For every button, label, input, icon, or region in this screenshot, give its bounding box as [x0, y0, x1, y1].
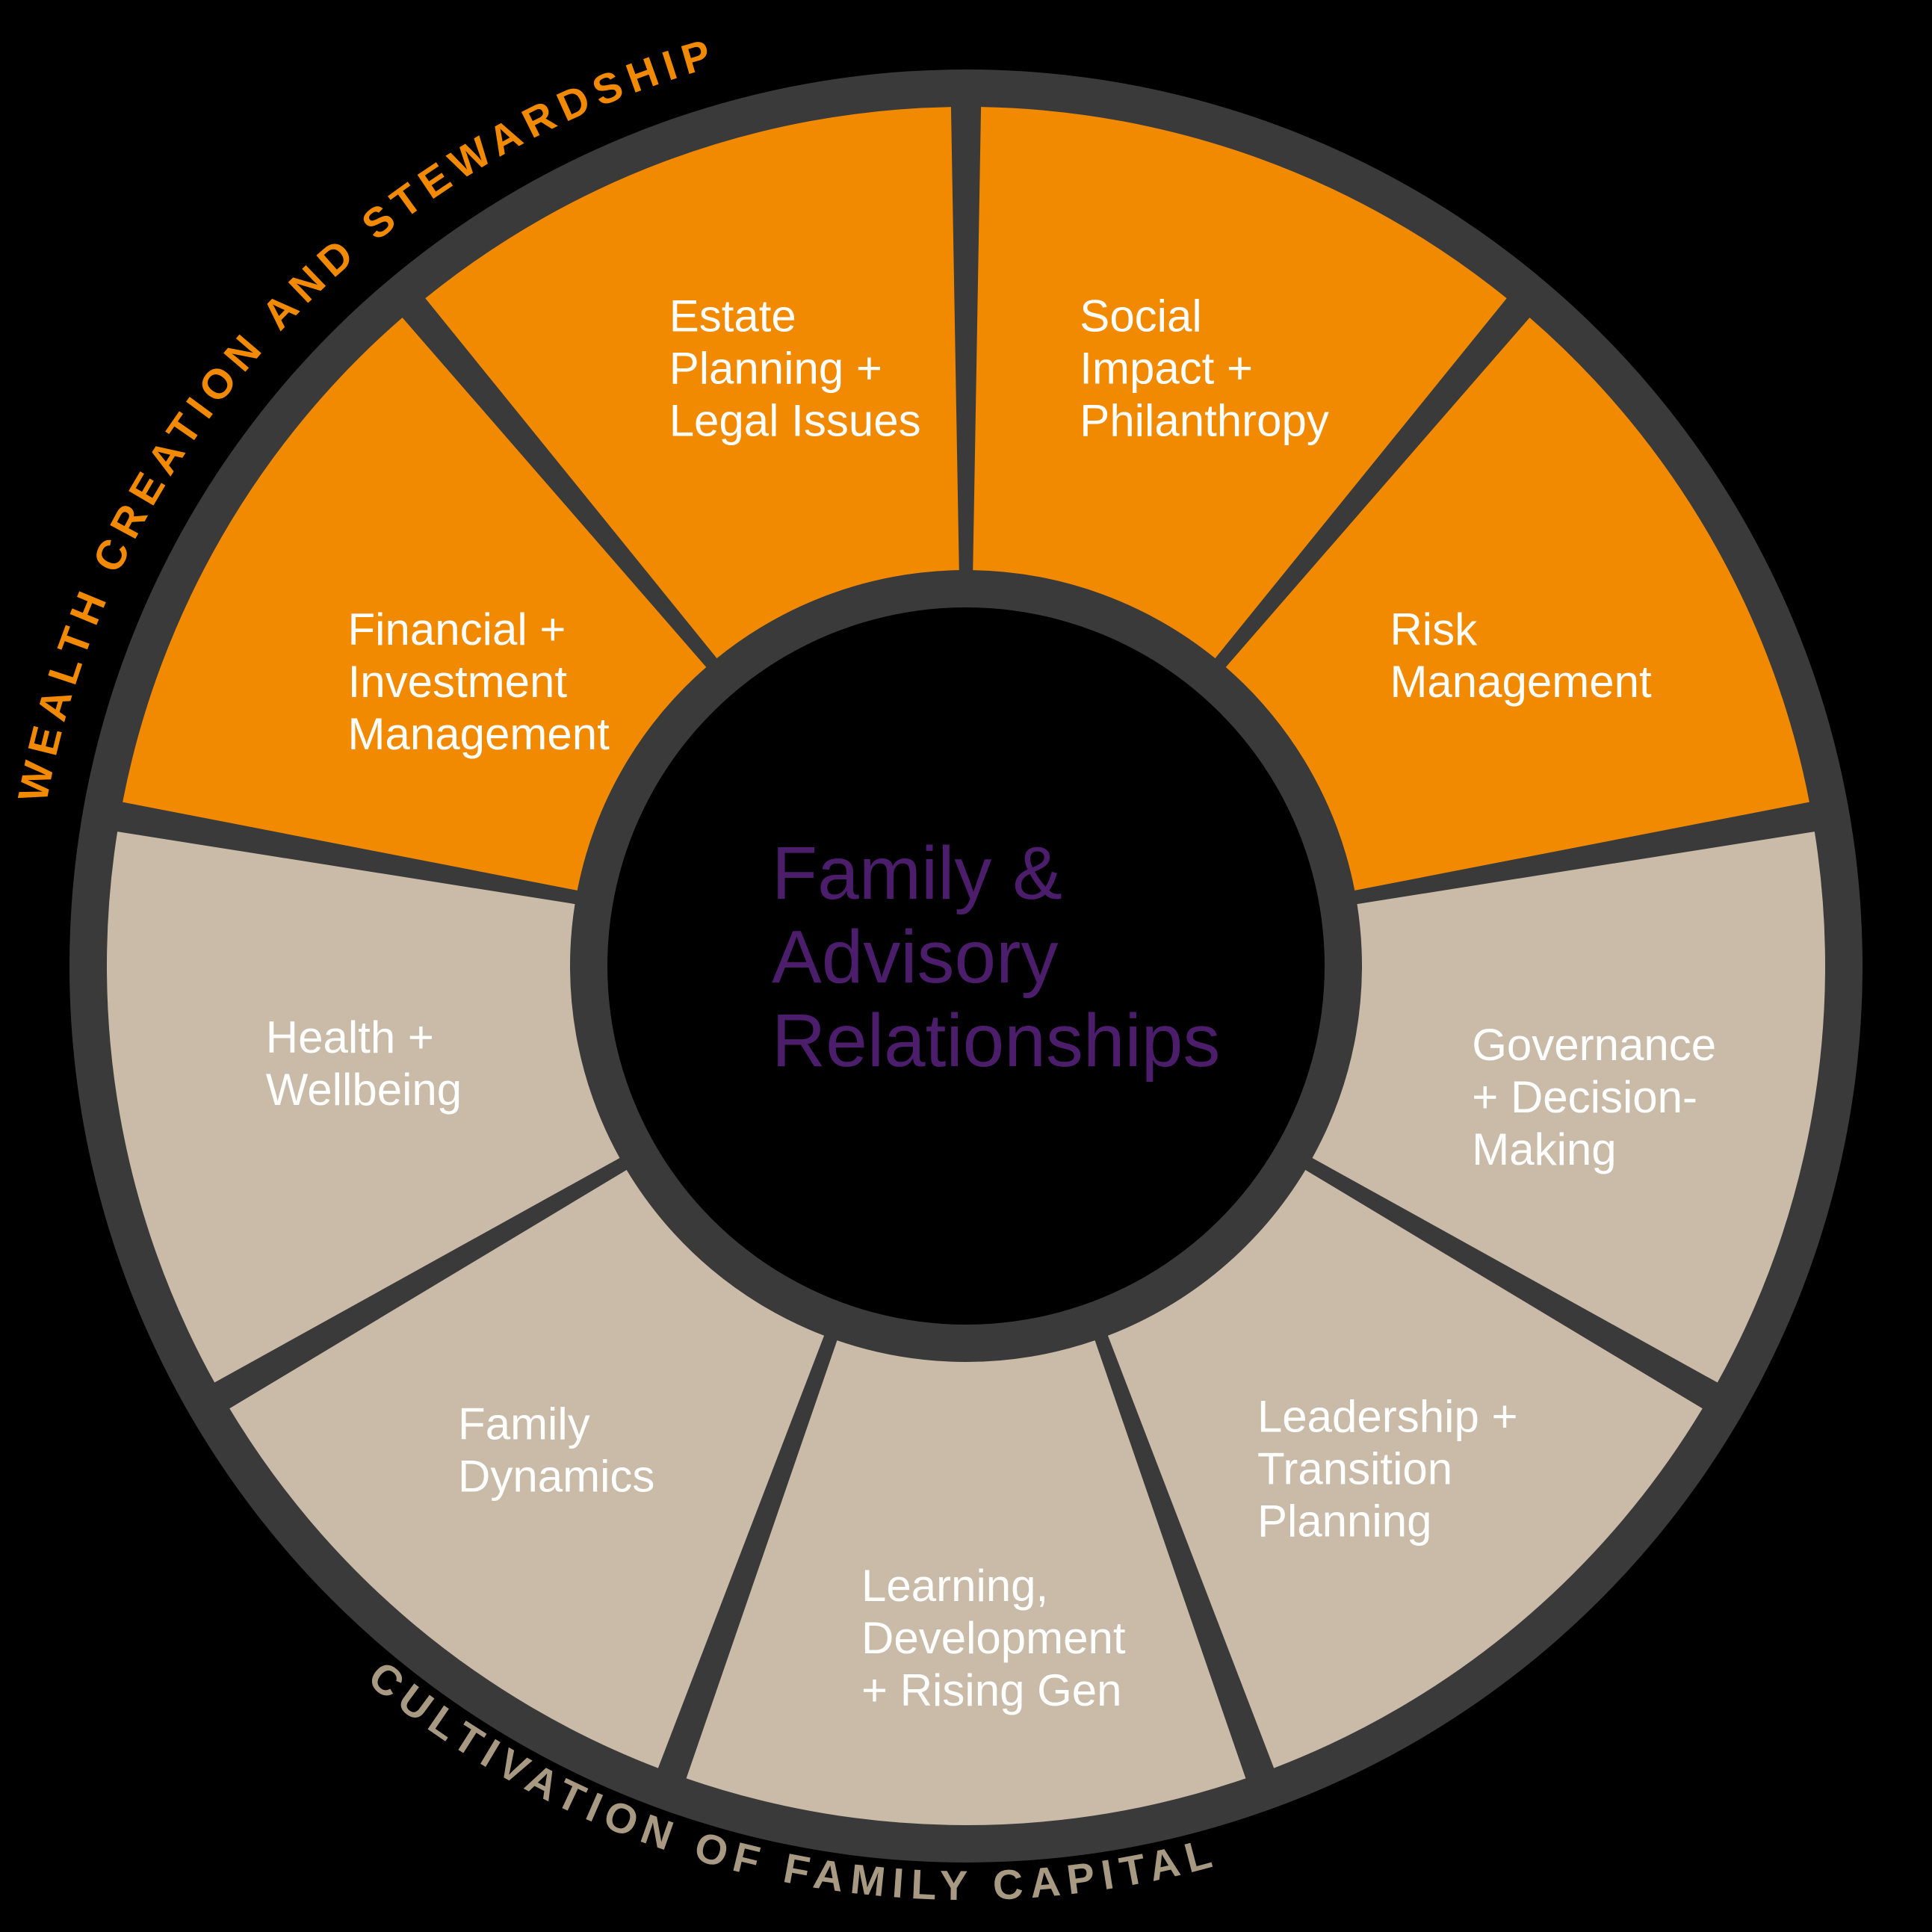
- segment-label-line: Leadership +: [1257, 1391, 1518, 1441]
- segment-label-line: Financial +: [348, 604, 566, 654]
- segment-label-line: Risk: [1390, 604, 1478, 654]
- segment-label-line: Governance: [1472, 1020, 1716, 1070]
- center-label-line: Family &: [772, 832, 1062, 915]
- segment-label-line: Planning: [1257, 1496, 1432, 1546]
- segment-label-line: Philanthropy: [1080, 396, 1329, 446]
- segment-label-line: Dynamics: [458, 1451, 654, 1501]
- segment-label-line: + Decision-: [1472, 1072, 1697, 1122]
- segment-label-line: Family: [458, 1399, 590, 1449]
- segment-label-line: Planning +: [669, 344, 882, 394]
- segment-label-line: Impact +: [1080, 344, 1253, 394]
- segment-label-line: Management: [348, 709, 610, 759]
- center-label-line: Advisory: [772, 915, 1058, 999]
- segment-label-line: Wellbeing: [266, 1065, 462, 1115]
- segment-label-line: Legal Issues: [669, 396, 921, 446]
- segment-label-line: Management: [1390, 657, 1652, 707]
- segment-label-line: Estate: [669, 291, 796, 341]
- center-label-line: Relationships: [772, 999, 1220, 1083]
- segment-label-line: Making: [1472, 1124, 1616, 1174]
- segment-label-line: Health +: [266, 1012, 434, 1062]
- segment-label-line: Transition: [1257, 1443, 1452, 1493]
- segment-label-line: + Rising Gen: [861, 1665, 1122, 1715]
- segment-label-line: Development: [861, 1613, 1126, 1663]
- segment-label-line: Investment: [348, 657, 568, 707]
- segment-label-line: Learning,: [861, 1561, 1048, 1611]
- family-advisory-wheel: SocialImpact +PhilanthropyRiskManagement…: [0, 0, 1932, 1932]
- segment-label-line: Social: [1080, 291, 1201, 341]
